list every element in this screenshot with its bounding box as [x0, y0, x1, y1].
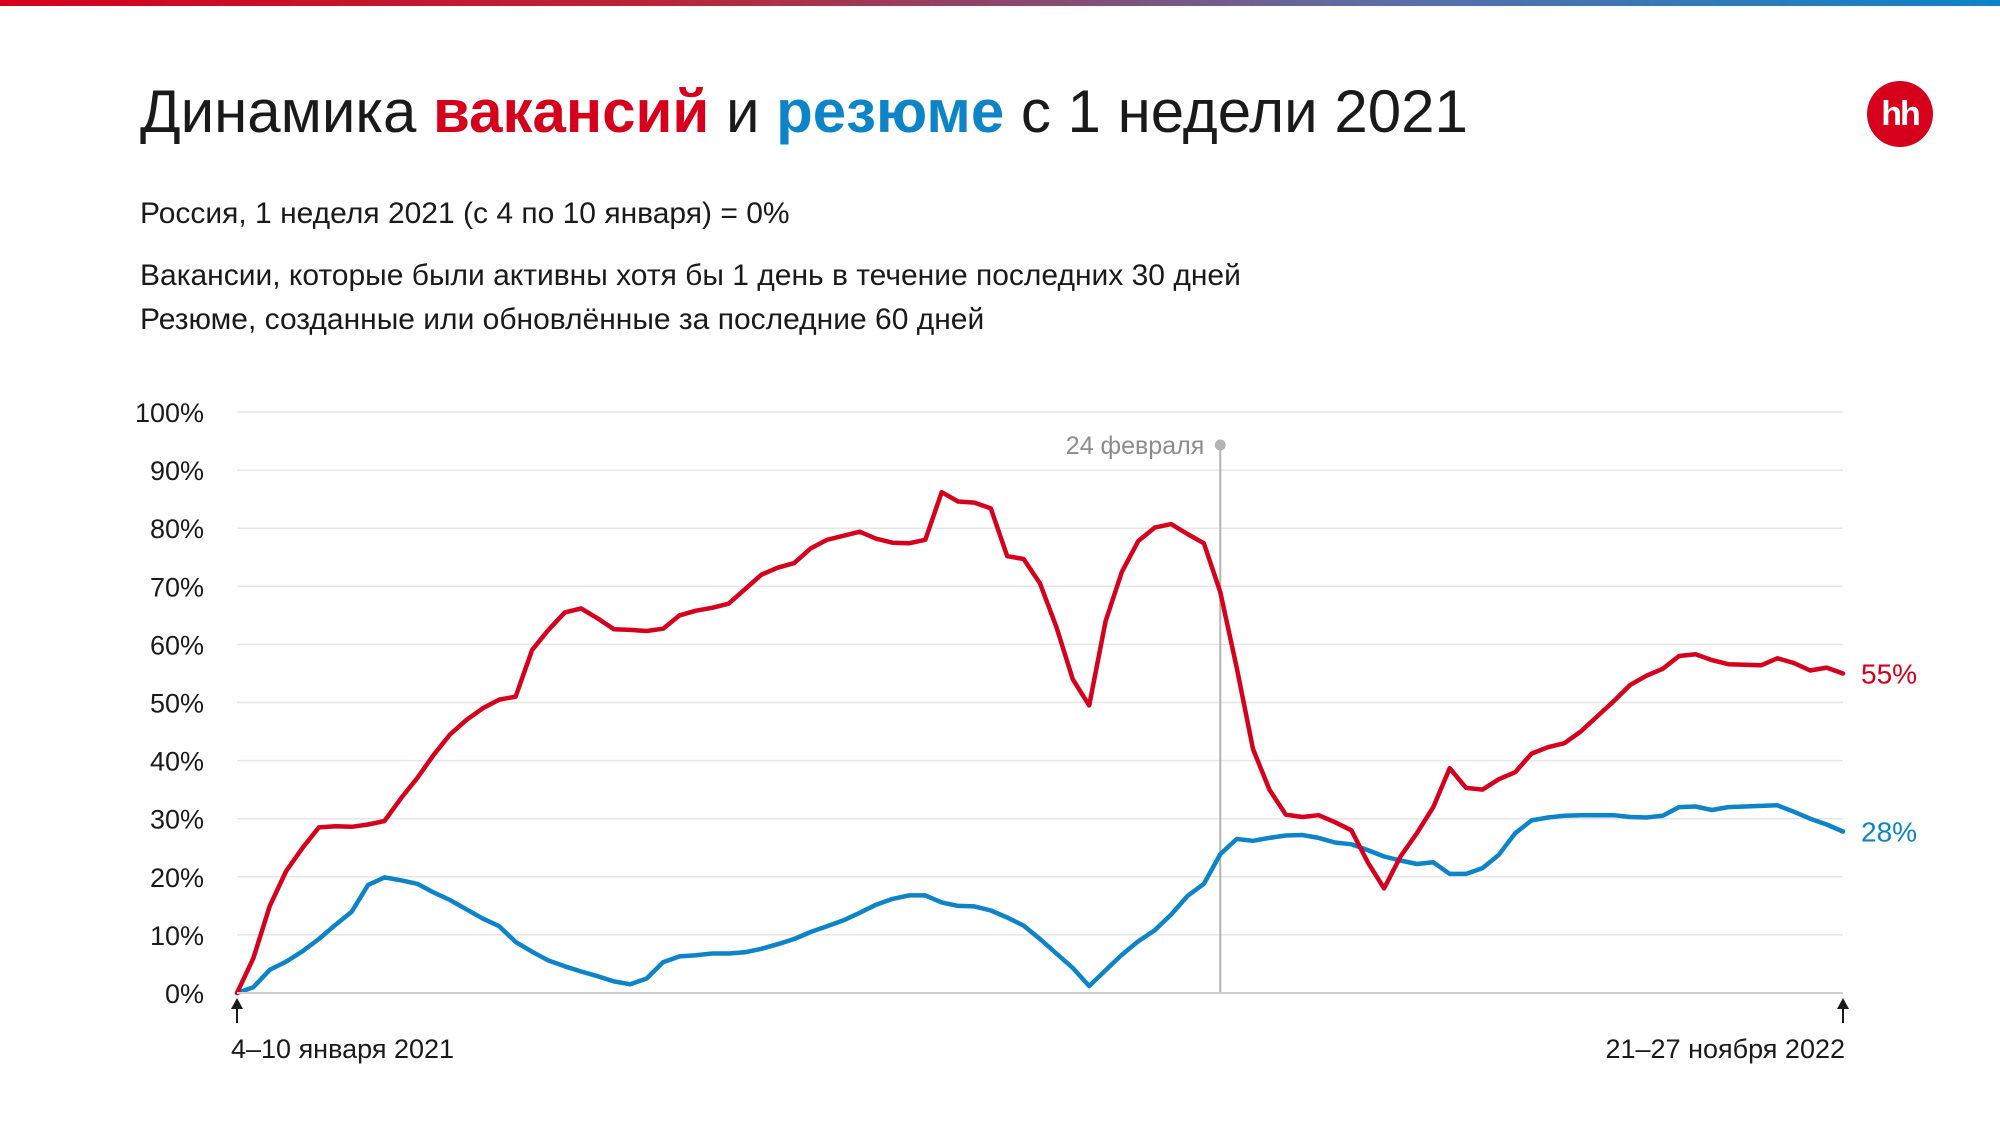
x-axis: 4–10 января 2021 21–27 ноября 2022: [231, 992, 1849, 1064]
subtitle-vacancies-definition: Вакансии, которые были активны хотя бы 1…: [140, 259, 1241, 292]
series-end-label-resumes: 28%: [1861, 816, 1917, 847]
y-tick-label: 0%: [165, 979, 204, 1009]
grid-lines: [237, 411, 1843, 936]
x-start-arrowhead: [231, 998, 243, 1009]
title-vacancies: вакансий: [433, 78, 710, 145]
y-tick-label: 30%: [150, 805, 204, 835]
y-tick-label: 50%: [150, 689, 204, 719]
annotation-label: 24 февраля: [1066, 432, 1204, 460]
y-tick-label: 40%: [150, 747, 204, 777]
y-axis-ticks: 0% 10% 20% 30% 40% 50% 60% 70% 80% 90% 100%: [135, 398, 204, 1009]
annotation-24-feb: 24 февраля: [1066, 432, 1226, 993]
hh-logo: hh: [1867, 81, 1933, 147]
subtitle-resumes-definition: Резюме, созданные или обновлённые за пос…: [140, 303, 985, 336]
series-end-label-vacancies: 55%: [1861, 658, 1917, 689]
subtitle-region: Россия, 1 неделя 2021 (с 4 по 10 января)…: [140, 197, 790, 230]
title-part-2: и: [709, 78, 777, 145]
series-line-resumes: [234, 803, 1846, 996]
title-resumes: резюме: [776, 78, 1005, 145]
annotation-dot: [1214, 439, 1226, 451]
series-lines: 28% 55%: [234, 489, 1917, 996]
y-tick-label: 90%: [150, 456, 204, 486]
y-tick-label: 60%: [150, 630, 204, 660]
x-end-arrowhead: [1837, 998, 1849, 1009]
y-tick-label: 80%: [150, 514, 204, 544]
title-part-1: Динамика: [140, 78, 434, 145]
y-tick-label: 70%: [150, 572, 204, 602]
x-end-label: 21–27 ноября 2022: [1606, 1034, 1846, 1064]
y-tick-label: 20%: [150, 863, 204, 893]
series-line-vacancies: [234, 489, 1846, 996]
y-tick-label: 100%: [135, 398, 204, 428]
x-start-label: 4–10 января 2021: [231, 1034, 454, 1064]
top-gradient-bar: [0, 0, 2000, 6]
title-part-3: с 1 недели 2021: [1004, 78, 1468, 145]
page-title: Динамика вакансий и резюме с 1 недели 20…: [140, 72, 1468, 152]
y-tick-label: 10%: [150, 921, 204, 951]
